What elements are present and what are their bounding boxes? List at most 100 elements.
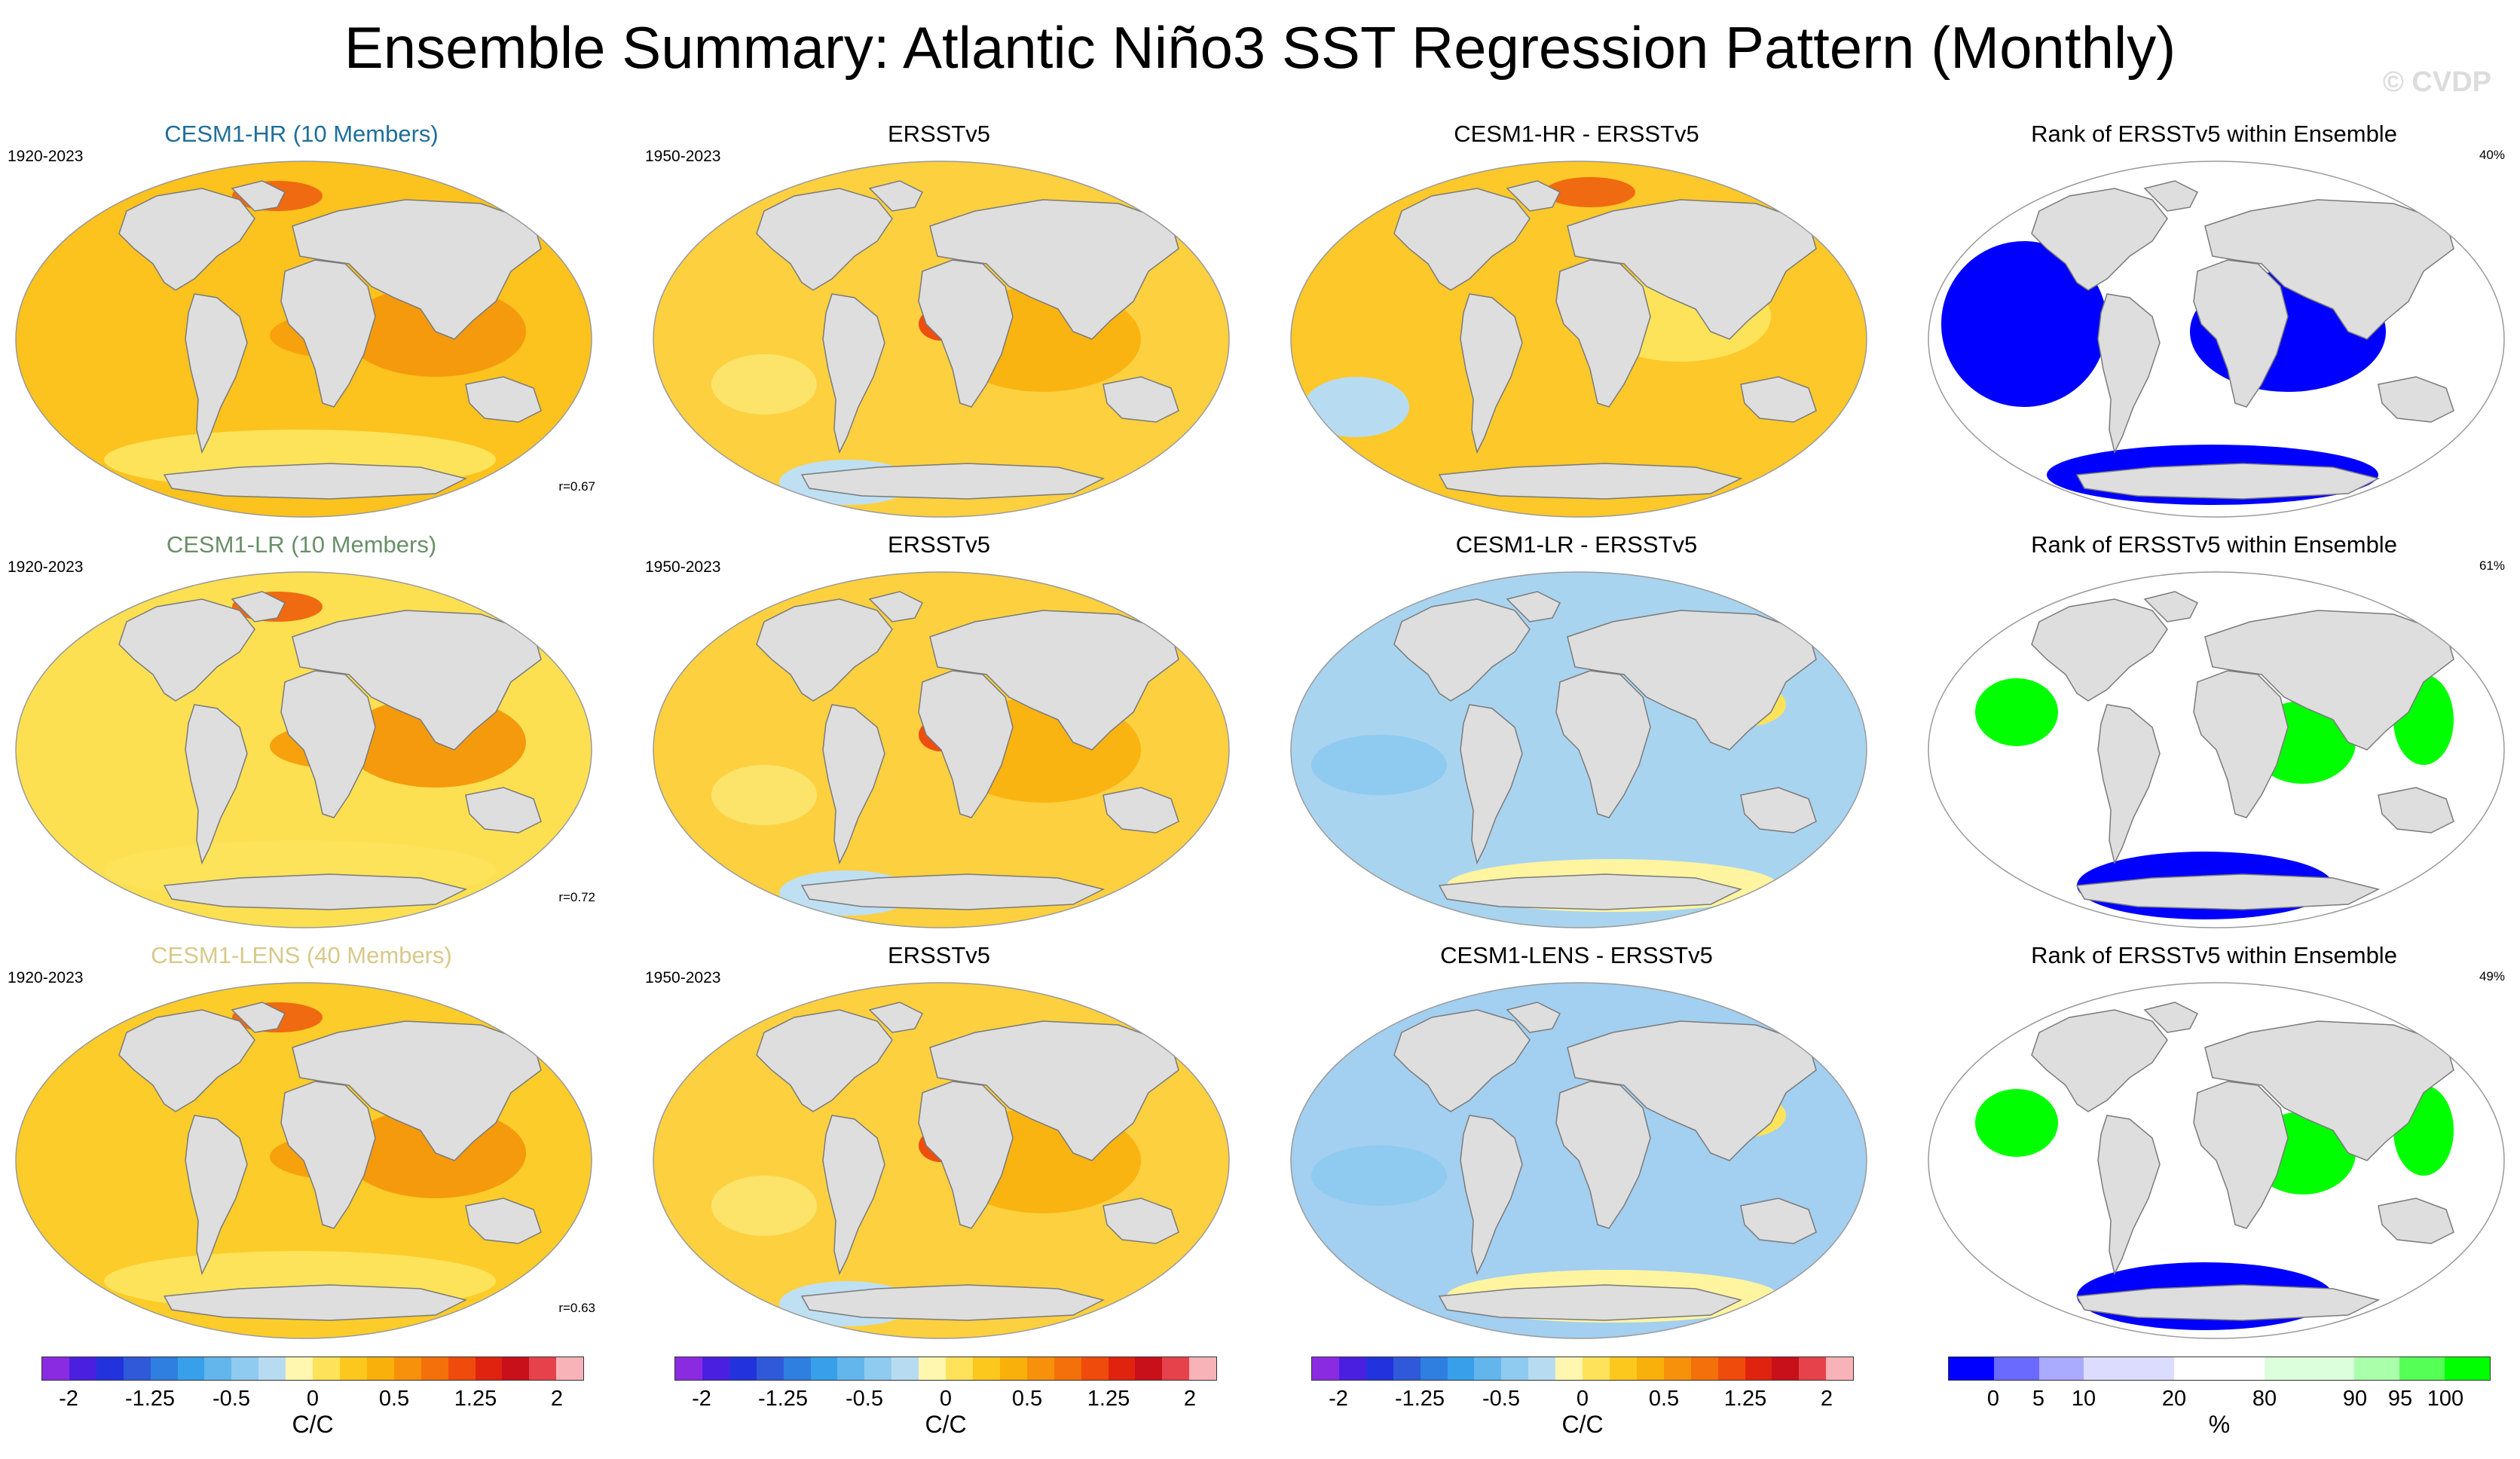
land-mass — [822, 293, 885, 454]
colorbar-swatch — [1338, 1357, 1366, 1380]
colorbar-tick-label: 80 — [2252, 1387, 2277, 1411]
colorbar-tick-label: 0 — [1576, 1387, 1589, 1411]
colorbar-tick-label: 1.25 — [1723, 1387, 1767, 1411]
map-container — [14, 158, 594, 524]
period-label: 1920-2023 — [8, 969, 84, 986]
panel-title: ERSSTv5 — [887, 531, 991, 558]
colorbar-swatch — [286, 1357, 313, 1380]
panel-ensemble: CESM1-LR (10 Members) 1920-2023 r=0.72 — [0, 531, 603, 938]
colorbar-swatch — [1501, 1357, 1529, 1380]
colorbar-swatch — [529, 1357, 557, 1380]
map-outline — [653, 161, 1230, 518]
colorbar-swatch — [42, 1357, 69, 1380]
colorbar-swatch — [1690, 1357, 1718, 1380]
map-container — [1289, 980, 1869, 1345]
panel-title: Rank of ERSSTv5 within Ensemble — [2031, 121, 2397, 147]
colorbar-swatch — [1026, 1357, 1054, 1380]
land-mass — [2193, 259, 2289, 408]
colorbar-swatches — [674, 1357, 1217, 1381]
land-mass — [1102, 376, 1179, 423]
land-mass — [280, 259, 376, 408]
colorbar-swatch — [1393, 1357, 1421, 1380]
map-outline — [653, 982, 1230, 1339]
map-obs — [653, 571, 1230, 928]
land-mass — [163, 873, 468, 910]
map-diff — [1290, 571, 1867, 928]
land-mass — [2143, 180, 2199, 212]
colorbar-swatch — [421, 1357, 448, 1380]
land-mass — [1460, 293, 1523, 454]
colorbar-swatch — [1663, 1357, 1691, 1380]
colorbar-tick-label: -1.25 — [124, 1387, 176, 1411]
land-mass — [1102, 1197, 1179, 1244]
land-mass — [822, 1115, 885, 1276]
map-container — [1926, 569, 2506, 934]
colorbar-swatch — [2354, 1357, 2400, 1380]
land-mass — [822, 704, 885, 865]
colorbar-swatch — [2399, 1357, 2445, 1380]
colorbar-swatch — [810, 1357, 838, 1380]
map-outline — [15, 161, 592, 518]
colorbar-swatch — [177, 1357, 205, 1380]
field-contour — [1941, 241, 2107, 407]
colorbar-swatch — [1162, 1357, 1190, 1380]
colorbar-swatch — [783, 1357, 811, 1380]
land-mass — [756, 598, 893, 702]
map-container — [1289, 158, 1869, 524]
colorbar-swatch — [675, 1357, 702, 1380]
panel-rank: Rank of ERSSTv5 within Ensemble 40% — [1913, 121, 2515, 528]
land-mass — [1555, 670, 1651, 818]
colorbar-tick-label: -2 — [59, 1387, 78, 1411]
colorbar-swatch — [864, 1357, 892, 1380]
map-container — [651, 569, 1231, 934]
panel-title: Rank of ERSSTv5 within Ensemble — [2031, 531, 2397, 558]
colorbar-tick-label: -0.5 — [1482, 1387, 1520, 1411]
map-outline — [1928, 161, 2505, 518]
colorbar-swatch — [1108, 1357, 1136, 1380]
colorbar-swatch — [1636, 1357, 1664, 1380]
land-mass — [918, 259, 1014, 408]
pattern-correlation: r=0.63 — [558, 1301, 595, 1315]
map-outline — [653, 571, 1230, 928]
period-label: 1950-2023 — [645, 969, 721, 986]
land-mass — [868, 591, 924, 622]
land-mass — [292, 199, 542, 340]
colorbar-swatch — [258, 1357, 286, 1380]
map-obs — [653, 982, 1230, 1339]
colorbar-swatch — [1993, 1357, 2039, 1380]
panel-obs: ERSSTv5 1950-2023 — [638, 121, 1240, 528]
panel-rank: Rank of ERSSTv5 within Ensemble 61% — [1913, 531, 2515, 938]
panel-diff: CESM1-HR - ERSSTv5 — [1275, 121, 1878, 528]
land-mass — [1393, 188, 1531, 291]
land-mass — [231, 591, 286, 622]
colorbar-swatch — [1366, 1357, 1393, 1380]
land-mass — [929, 610, 1179, 751]
map-ensemble — [15, 982, 592, 1339]
land-mass — [756, 188, 893, 291]
colorbar-tick-label: 2 — [550, 1387, 564, 1411]
land-mass — [2193, 1081, 2289, 1229]
colorbar-swatch — [2445, 1357, 2490, 1380]
colorbar-swatch — [702, 1357, 729, 1380]
map-outline — [1290, 571, 1867, 928]
map-container — [651, 980, 1231, 1345]
land-mass — [1567, 199, 1817, 340]
land-mass — [2075, 463, 2381, 500]
land-mass — [465, 1197, 542, 1244]
panel-title: CESM1-LENS (40 Members) — [151, 942, 452, 968]
rank-percent: 61% — [2479, 558, 2505, 573]
colorbar-tick-label: -0.5 — [846, 1387, 883, 1411]
colorbar-swatch — [946, 1357, 973, 1380]
field-contour — [711, 354, 817, 414]
colorbar-swatch — [556, 1357, 584, 1380]
land-mass — [1506, 1002, 1561, 1033]
map-container — [1926, 980, 2506, 1345]
land-mass — [1506, 180, 1561, 212]
field-contour — [1975, 1089, 2058, 1157]
panel-title: CESM1-HR (10 Members) — [164, 121, 439, 147]
colorbar-swatch — [448, 1357, 476, 1380]
rank-percent: 49% — [2479, 969, 2505, 983]
land-mass — [2143, 1002, 2199, 1033]
colorbar-swatches — [1311, 1357, 1854, 1381]
land-mass — [1393, 598, 1531, 702]
